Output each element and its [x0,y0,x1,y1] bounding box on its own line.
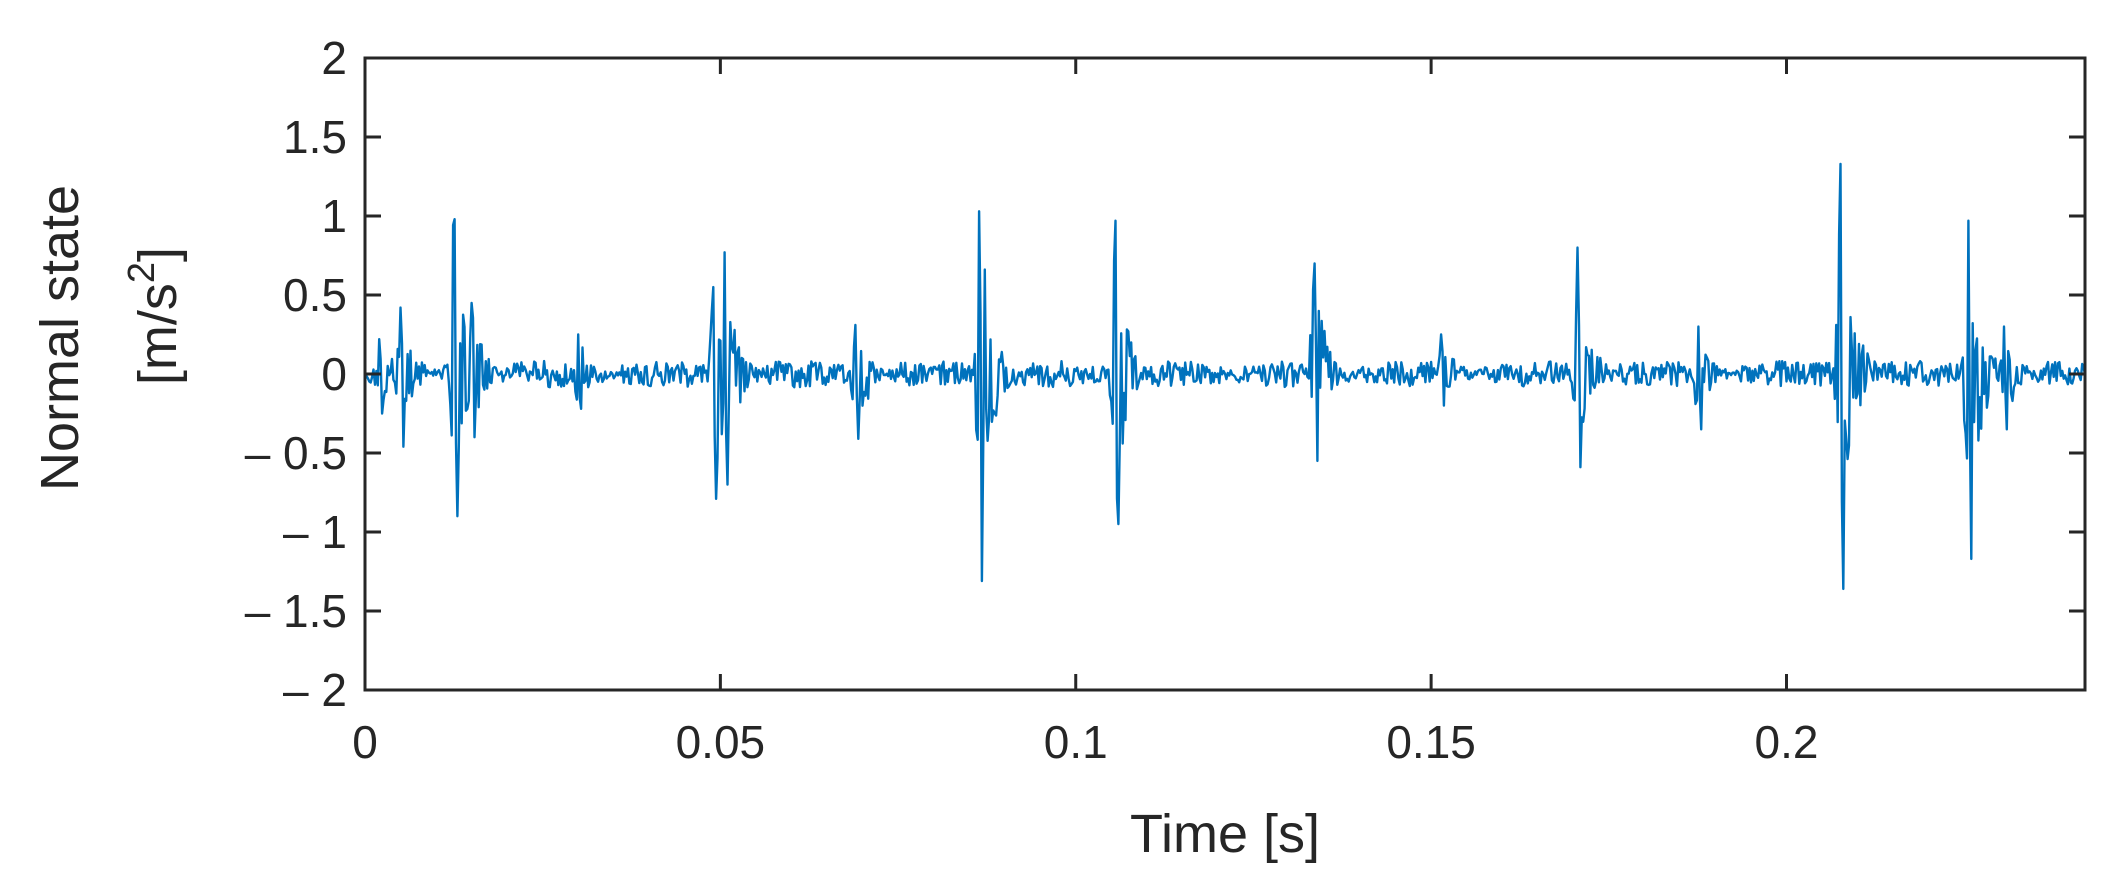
x-axis-ticks: 0 0.05 0.1 0.15 0.2 [352,58,1818,768]
x-tick-label: 0.1 [1044,716,1108,768]
y-tick-label: 2 [321,32,347,84]
y-tick-label: – 1 [283,506,347,558]
x-tick-label: 0.05 [676,716,766,768]
y-axis-label-line2: [m/s2] [121,247,188,385]
y-tick-label: – 0.5 [245,427,347,479]
y-axis-label-line1: Normal state [30,185,90,491]
y-axis-unit-superscript: 2 [121,262,163,283]
y-tick-label: – 1.5 [245,585,347,637]
x-axis-label: Time [s] [1130,804,1320,864]
y-axis-ticks: 2 1.5 1 0.5 0 – 0.5 – 1 – 1.5 – 2 [245,32,2085,716]
y-tick-label: 1.5 [283,111,347,163]
y-tick-label: – 2 [283,664,347,716]
y-tick-label: 0 [321,348,347,400]
axes-box [363,56,2087,692]
y-axis-label: Normal state [m/s2] [30,185,188,491]
plot-area [365,162,2085,591]
x-tick-label: 0.2 [1755,716,1819,768]
y-axis-unit-prefix: [m/s [128,283,188,385]
y-tick-label: 1 [321,190,347,242]
signal-line [365,162,2085,591]
y-tick-label: 0.5 [283,269,347,321]
y-axis-unit-suffix: ] [128,247,188,262]
x-tick-label: 0 [352,716,378,768]
x-tick-label: 0.15 [1386,716,1476,768]
